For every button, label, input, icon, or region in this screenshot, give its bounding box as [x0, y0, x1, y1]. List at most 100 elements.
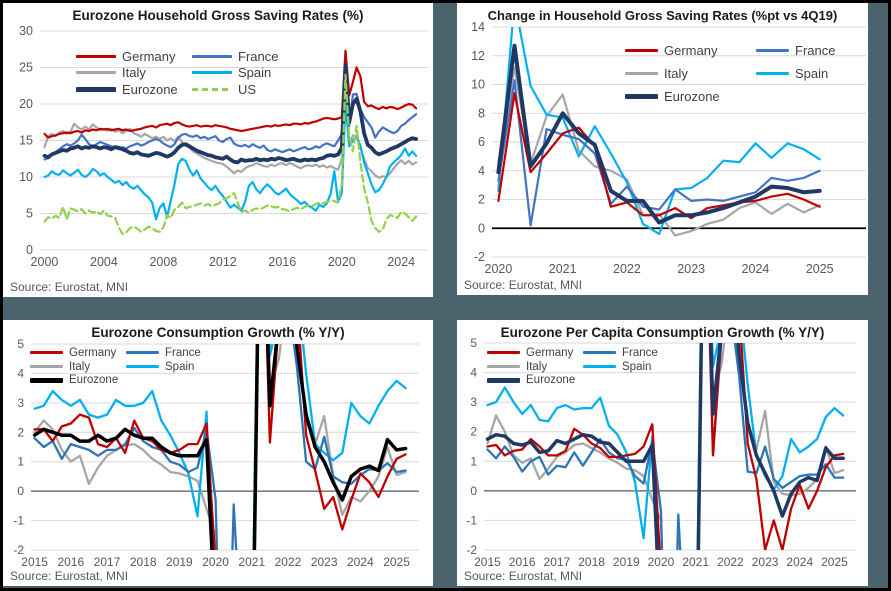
x-tick-label: 2015	[474, 555, 501, 569]
legend-label-france: France	[238, 48, 279, 64]
y-tick-label: 3	[470, 395, 477, 409]
legend-item-italy: Italy	[30, 360, 126, 374]
gridlines: 5 4 3 2 1 0 -1 -2	[466, 336, 856, 557]
legend-item-spain: Spain	[756, 62, 868, 85]
legend-column: France Spain	[126, 346, 222, 387]
chart-panel-saving-change: 14 12 10 8 6 4 2 0 -2 2020 2021 2022 2023 2024 2025 Ch…	[457, 3, 868, 295]
y-tick-label: 14	[471, 20, 485, 34]
x-axis-labels: 2020 2021 2022 2023 2024 2025	[485, 262, 834, 276]
legend-item-germany: Germany	[76, 48, 192, 65]
legend-label-eurozone: Eurozone	[664, 89, 720, 104]
legend-item-eurozone: Eurozone	[625, 85, 756, 108]
legend-item-eurozone: Eurozone	[30, 374, 126, 388]
legend-label-germany: Germany	[526, 346, 574, 359]
legend-label-italy: Italy	[664, 66, 688, 81]
legend-item-france: France	[583, 346, 679, 360]
series-line-germany	[497, 91, 821, 220]
series-line-eurozone	[496, 43, 822, 225]
chart-panel-consumption-growth: 5 4 3 2 1 0 -1 -2 2015 2016 2017 2018 2019 2020 2021 20…	[3, 320, 433, 586]
source-note: Source: Eurostat, MNI	[10, 569, 129, 583]
y-tick-label: 4	[17, 366, 24, 380]
y-tick-label: 2	[17, 425, 24, 439]
y-tick-label: 2	[478, 193, 485, 207]
series-line-france	[43, 62, 418, 161]
chart-title: Eurozone Household Gross Saving Rates (%…	[72, 8, 364, 23]
legend-swatch-spain	[192, 71, 232, 75]
legend-label-france: France	[622, 346, 658, 359]
y-tick-label: 8	[478, 106, 485, 120]
x-tick-label: 2004	[90, 255, 118, 269]
legend-item-france: France	[126, 346, 222, 360]
x-tick-label: 2024	[786, 555, 813, 569]
series-line-spain	[33, 344, 407, 550]
y-tick-label: -1	[13, 514, 24, 528]
chart-legend: Germany Italy Eurozone France Spain US	[76, 48, 308, 98]
x-tick-label: 2019	[166, 555, 193, 569]
legend-swatch-germany	[625, 49, 658, 52]
series-lines	[42, 49, 419, 235]
chart-title: Change in Household Gross Saving Rates (…	[487, 8, 838, 23]
y-tick-label: 12	[471, 49, 485, 63]
chart-title: Eurozone Per Capita Consumption Growth (…	[500, 325, 825, 340]
series-line-spain	[497, 27, 821, 236]
chart-legend: Germany Italy Eurozone France Spain	[625, 39, 868, 108]
legend-item-france: France	[192, 48, 308, 65]
x-axis-labels: 2015 2016 2017 2018 2019 2020 2021 2022 2023 2024…	[474, 555, 848, 569]
legend-label-germany: Germany	[122, 48, 176, 64]
y-tick-label: 3	[17, 396, 24, 410]
legend-swatch-spain	[583, 365, 616, 369]
series-lines	[496, 27, 822, 237]
legend-column: France Spain	[756, 39, 868, 108]
series-line-eurozone	[485, 343, 845, 550]
y-tick-label: 0	[470, 484, 477, 498]
x-tick-label: 2025	[821, 555, 848, 569]
y-tick-label: -1	[466, 513, 477, 527]
chart-panel-saving-rates: 30 25 20 15 10 5 0 2000 2004 2008 2012 2016 2020 2024…	[3, 3, 433, 297]
y-tick-label: 5	[470, 336, 477, 350]
x-tick-label: 2017	[544, 555, 571, 569]
legend-swatch-us	[192, 87, 232, 91]
x-tick-label: 2008	[149, 255, 177, 269]
legend-swatch-germany	[30, 351, 63, 355]
series-line-germany	[486, 343, 845, 550]
legend-label-italy: Italy	[526, 360, 548, 373]
x-tick-label: 2019	[613, 555, 640, 569]
legend-column: France Spain US	[192, 48, 308, 98]
y-tick-label: -2	[13, 543, 24, 557]
x-tick-label: 2024	[347, 555, 374, 569]
x-tick-label: 2020	[328, 255, 356, 269]
x-tick-label: 2024	[742, 262, 770, 276]
chart-panel-per-capita-consumption-growth: 5 4 3 2 1 0 -1 -2 2015 2016 2017 2018 2019 2020 2021 20…	[457, 320, 868, 586]
legend-item-eurozone: Eurozone	[76, 81, 192, 98]
legend-item-spain: Spain	[192, 65, 308, 82]
x-tick-label: 2021	[682, 555, 709, 569]
y-tick-label: 0	[17, 484, 24, 498]
legend-label-france: France	[165, 346, 201, 359]
legend-swatch-eurozone	[30, 377, 63, 383]
series-line-eurozone	[42, 62, 419, 165]
y-tick-label: 25	[19, 61, 33, 75]
legend-label-spain: Spain	[238, 65, 272, 81]
x-tick-label: 2015	[21, 555, 48, 569]
x-tick-label: 2021	[549, 262, 577, 276]
legend-item-germany: Germany	[30, 346, 126, 360]
legend-label-us: US	[238, 81, 257, 97]
legend-swatch-eurozone	[625, 94, 658, 99]
legend-item-spain: Spain	[583, 360, 679, 374]
legend-item-france: France	[756, 39, 868, 62]
y-tick-label: 6	[478, 135, 485, 149]
legend-swatch-germany	[76, 54, 116, 58]
x-tick-label: 2016	[268, 255, 296, 269]
x-tick-label: 2017	[94, 555, 121, 569]
y-tick-label: 2	[470, 425, 477, 439]
series-line-france	[33, 344, 407, 550]
legend-label-eurozone: Eurozone	[122, 81, 178, 97]
legend-swatch-france	[126, 351, 159, 355]
legend-item-germany: Germany	[487, 346, 583, 360]
legend-label-eurozone: Eurozone	[69, 374, 119, 387]
legend-label-france: France	[795, 43, 836, 58]
chart-legend: Germany Italy Eurozone France Spain	[30, 346, 222, 387]
y-tick-label: 5	[17, 337, 24, 351]
